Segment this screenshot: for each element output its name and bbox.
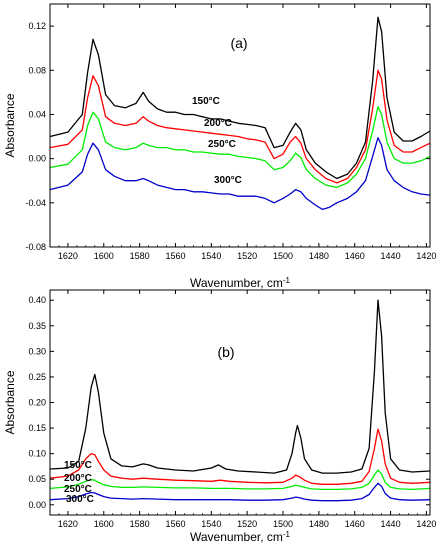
- y-tick-label: 0.20: [28, 398, 46, 408]
- x-tick-label: 1540: [201, 251, 221, 261]
- series-line-200c: [49, 428, 431, 485]
- y-tick-label: -0.04: [25, 198, 46, 208]
- x-tick-label: 1480: [309, 519, 329, 529]
- x-axis-label-superscript: -1: [283, 276, 291, 285]
- y-tick-label: 0.04: [28, 109, 46, 119]
- x-tick-label: 1540: [201, 519, 221, 529]
- series-line-300c: [49, 482, 431, 502]
- temperature-label: 300°C: [66, 494, 94, 505]
- y-tick-label: 0.15: [28, 423, 46, 433]
- x-tick-label: 1520: [237, 251, 257, 261]
- y-tick-label: 0.40: [28, 295, 46, 305]
- x-tick-label: 1580: [130, 519, 150, 529]
- x-tick-label: 1620: [58, 251, 78, 261]
- temperature-label: 250°C: [208, 139, 236, 150]
- x-tick-label: 1520: [237, 519, 257, 529]
- series-line-150c: [49, 299, 431, 474]
- x-tick-label: 1420: [416, 519, 436, 529]
- x-tick-label: 1620: [58, 519, 78, 529]
- x-tick-label: 1600: [94, 519, 114, 529]
- y-tick-label: 0.08: [28, 65, 46, 75]
- x-tick-label: 1560: [165, 519, 185, 529]
- temperature-label: 200°C: [64, 473, 92, 484]
- x-tick-label: 1440: [381, 251, 401, 261]
- panel-label: (a): [230, 35, 247, 51]
- x-tick-label: 1600: [94, 251, 114, 261]
- x-axis-label: Wavenumber, cm-1: [190, 276, 291, 291]
- panel-b: 1620 1600 1580 1560 1540 1520 1500 1480 1460 1440…: [3, 289, 436, 545]
- y-tick-label: 0.30: [28, 346, 46, 356]
- temperature-label: 200°C: [204, 118, 232, 129]
- y-tick-label: 0.10: [28, 449, 46, 459]
- y-tick-label: 0.25: [28, 372, 46, 382]
- temperature-label: 150°C: [192, 96, 220, 107]
- series-line-250c: [49, 469, 431, 491]
- x-axis-label: Wavenumber, cm-1: [190, 530, 291, 545]
- x-tick-label: 1500: [273, 251, 293, 261]
- series-line-150c: [49, 16, 431, 180]
- y-tick-label: 0.00: [28, 500, 46, 510]
- temperature-label: 150°C: [64, 460, 92, 471]
- x-tick-label: 1460: [345, 251, 365, 261]
- x-tick-label: 1560: [165, 251, 185, 261]
- temperature-label: 300°C: [214, 175, 242, 186]
- panel-label: (b): [217, 344, 234, 360]
- y-tick-label: 0.00: [28, 154, 46, 164]
- series-line-250c: [49, 106, 431, 189]
- x-tick-label: 1440: [381, 519, 401, 529]
- x-axis-label-superscript: -1: [283, 530, 291, 539]
- panel-a: 1620 1600 1580 1560 1540 1520 1500 1480 1460 1440…: [3, 3, 436, 291]
- x-tick-label: 1480: [309, 251, 329, 261]
- y-tick-label: 0.12: [28, 21, 46, 31]
- x-tick-label: 1580: [130, 251, 150, 261]
- y-tick-label: -0.08: [25, 242, 46, 252]
- series-line-200c: [49, 69, 431, 184]
- y-tick-label: 0.05: [28, 474, 46, 484]
- x-tick-label: 1460: [345, 519, 365, 529]
- y-axis-label: Absorbance: [3, 93, 17, 157]
- temperature-label: 250°C: [64, 484, 92, 495]
- y-axis-label: Absorbance: [3, 370, 17, 434]
- x-tick-label: 1500: [273, 519, 293, 529]
- x-tick-label: 1420: [416, 251, 436, 261]
- series-line-300c: [49, 137, 431, 211]
- plot-frame: [49, 3, 431, 248]
- y-tick-label: 0.35: [28, 321, 46, 331]
